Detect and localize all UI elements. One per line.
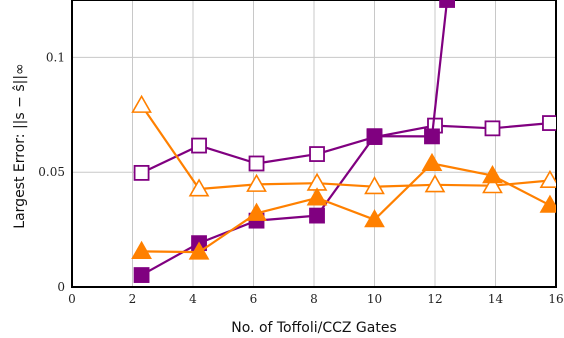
data-point (366, 128, 383, 145)
x-tick-label: 0 (68, 292, 76, 306)
data-point (133, 164, 150, 181)
x-tick-label: 14 (488, 292, 504, 306)
data-point (482, 165, 503, 184)
data-point (246, 202, 267, 221)
x-tick-label: 12 (427, 292, 442, 306)
y-tick-label: 0 (57, 280, 65, 294)
x-tick-label: 6 (250, 292, 258, 306)
data-point (364, 209, 385, 228)
plot-frame (71, 0, 557, 288)
data-point (191, 137, 207, 154)
series-2 (133, 0, 456, 283)
tick-labels: 0 2 4 6 8 10 12 14 16 0 0.05 0.1 (38, 50, 563, 306)
data-point (439, 0, 456, 8)
data-point (246, 173, 267, 192)
data-point (424, 174, 446, 193)
data-point (306, 187, 328, 206)
data-point (131, 94, 152, 113)
series-3 (131, 94, 556, 197)
data-point (309, 146, 325, 162)
data-point (248, 155, 265, 172)
data-point (364, 176, 385, 195)
data-point (539, 169, 556, 189)
data-point (482, 175, 503, 194)
grid (72, 0, 556, 287)
series-line (140, 104, 551, 191)
series-line (141, 162, 551, 254)
y-tick-label: 0.05 (38, 165, 65, 179)
data-point (484, 120, 501, 137)
x-tick-label: 16 (548, 292, 563, 306)
data-point (542, 115, 556, 131)
data-point (188, 178, 210, 197)
data-point (421, 152, 443, 172)
x-tick-label: 10 (367, 292, 382, 306)
data-point (131, 240, 152, 259)
series-layer (131, 0, 556, 283)
series-line (141, 122, 551, 174)
data-point (133, 267, 150, 283)
x-tick-label: 8 (310, 292, 318, 306)
series-4 (131, 152, 556, 260)
x-axis-label: No. of Toffoli/CCZ Gates (231, 320, 397, 336)
data-point (309, 207, 325, 224)
data-point (188, 241, 210, 260)
y-axis-label: Largest Error: ||s − ŝ||∞ (12, 63, 28, 228)
data-point (539, 194, 556, 213)
x-tick-label: 4 (189, 292, 197, 306)
data-point (424, 128, 440, 145)
x-tick-label: 2 (129, 292, 137, 306)
series-line (141, 0, 449, 277)
y-tick-label: 0.1 (46, 50, 65, 64)
